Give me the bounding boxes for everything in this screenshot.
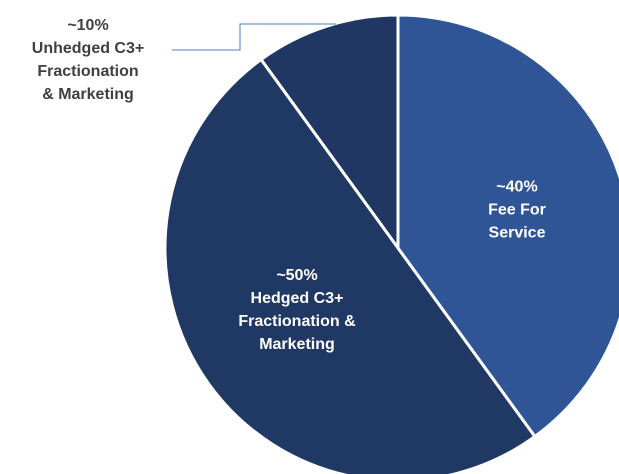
slice-label: ~50% Hedged C3+ Fractionation & Marketin… [238, 267, 356, 353]
pie-slice [396, 13, 619, 439]
slice-label: ~10% Unhedged C3+ Fractionation & Market… [31, 17, 145, 103]
slice-label: ~40% Fee For Service [488, 178, 546, 242]
pie-slice [163, 57, 538, 474]
pie-slice [258, 13, 400, 253]
leader-line [172, 23, 336, 51]
